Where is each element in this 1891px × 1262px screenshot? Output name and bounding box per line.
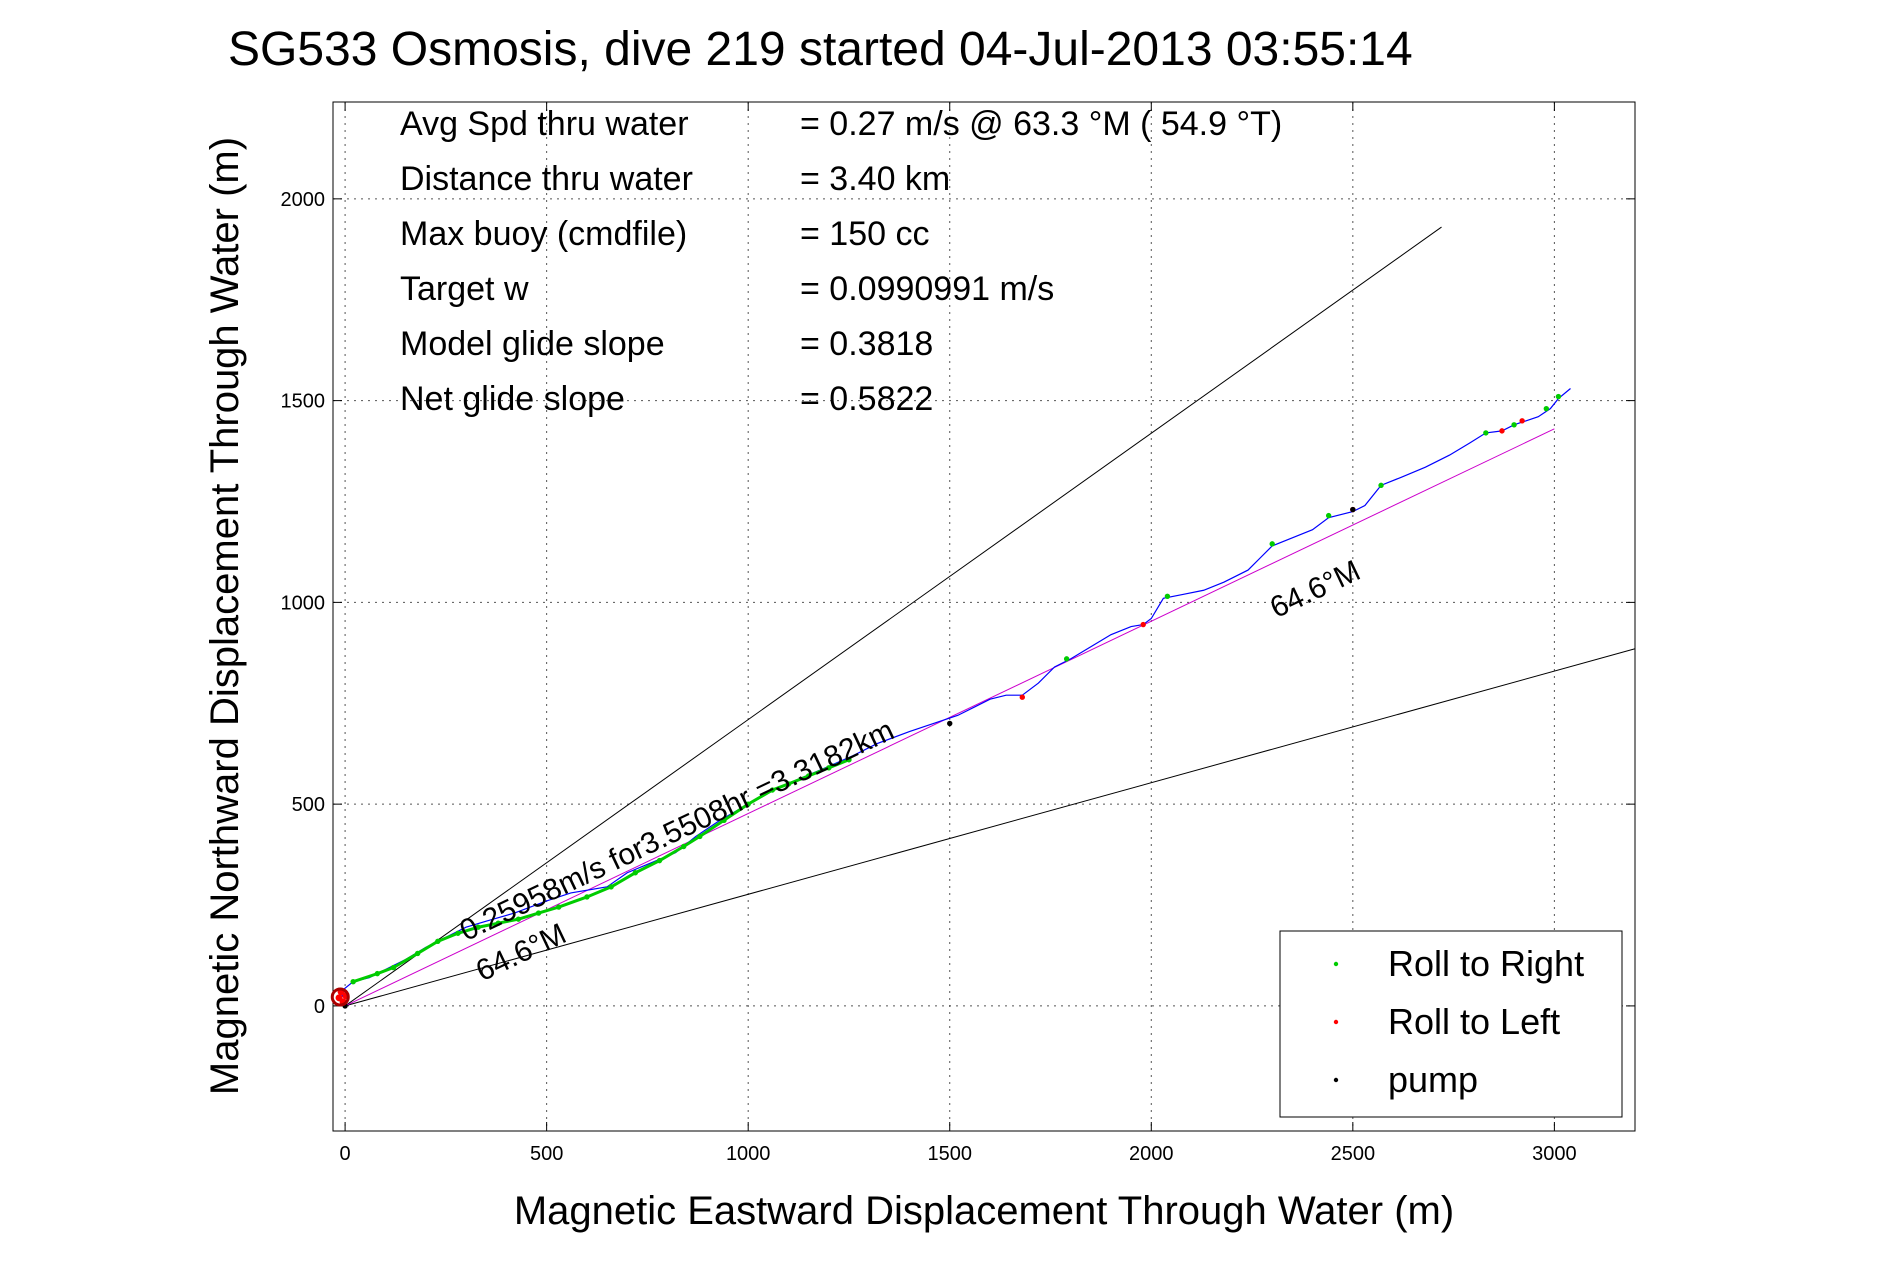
y-tick-label: 1000	[281, 592, 326, 614]
point-roll-to-left	[1140, 621, 1146, 628]
point-roll-to-right	[785, 781, 792, 787]
stat-label: Avg Spd thru water	[400, 105, 689, 143]
point-roll-to-right	[721, 817, 727, 823]
x-tick-label: 1000	[726, 1143, 771, 1165]
stat-label: Distance thru water	[400, 160, 693, 198]
point-roll-to-right	[805, 773, 812, 779]
reference-line-lower	[344, 648, 1636, 1007]
point-roll-to-left	[335, 994, 343, 1002]
point-roll-to-right	[1543, 405, 1550, 412]
point-roll-to-right	[608, 884, 614, 890]
point-pump	[947, 720, 953, 727]
point-roll-to-left	[1019, 694, 1025, 700]
y-axis-ticks: 0 500 1000 1500 2000	[281, 189, 1635, 1018]
point-roll-to-right	[414, 950, 421, 957]
x-tick-label: 500	[530, 1143, 563, 1165]
point-roll-to-right	[556, 904, 562, 910]
point-roll-to-left	[1499, 428, 1505, 434]
stat-label: Model glide slope	[400, 325, 665, 363]
stat-label: Net glide slope	[400, 380, 625, 418]
point-roll-to-right	[535, 910, 542, 916]
point-roll-to-right	[1511, 422, 1517, 428]
roll-right-track	[352, 758, 850, 984]
point-roll-to-right	[1555, 393, 1562, 400]
point-roll-to-right	[390, 964, 397, 971]
stat-value: = 0.3818	[800, 325, 933, 363]
x-axis-label: Magnetic Eastward Displacement Through W…	[514, 1189, 1454, 1233]
stat-value: = 150 cc	[800, 215, 929, 253]
point-roll-to-right	[1269, 541, 1275, 547]
y-tick-label: 2000	[281, 189, 326, 211]
point-roll-to-right	[350, 978, 356, 985]
point-roll-to-right	[656, 857, 663, 864]
point-roll-to-right	[1483, 430, 1489, 436]
x-tick-label: 2000	[1129, 1143, 1174, 1165]
point-roll-to-right	[1325, 512, 1332, 519]
stats-block: Avg Spd thru water = 0.27 m/s @ 63.3 °M (…	[400, 105, 1282, 418]
point-roll-to-right	[745, 801, 751, 807]
point-roll-to-right	[584, 894, 590, 900]
legend-marker	[1333, 961, 1339, 967]
point-roll-to-right	[455, 930, 461, 936]
stat-label: Target w	[400, 270, 529, 308]
point-roll-to-right	[632, 870, 639, 876]
point-roll-to-right	[769, 787, 776, 793]
start-marker	[330, 987, 350, 1007]
chart-title: SG533 Osmosis, dive 219 started 04-Jul-2…	[228, 23, 1413, 76]
x-tick-label: 1500	[927, 1143, 972, 1165]
point-roll-to-right	[1063, 656, 1070, 662]
point-roll-to-right	[826, 765, 832, 771]
x-tick-label: 3000	[1532, 1143, 1577, 1165]
point-roll-to-left	[1519, 418, 1525, 424]
x-axis-ticks: 0 500 1000 1500 2000 2500 3000	[340, 102, 1577, 1165]
legend-label: Roll to Left	[1388, 1001, 1560, 1042]
y-tick-label: 500	[292, 794, 325, 816]
x-tick-label: 0	[340, 1143, 351, 1165]
y-axis-label: Magnetic Northward Displacement Through …	[203, 137, 247, 1095]
reference-line-upper	[344, 226, 1442, 1007]
point-roll-to-right	[680, 843, 687, 850]
legend-marker	[1333, 1077, 1339, 1083]
point-roll-to-right	[475, 924, 481, 930]
legend-label: Roll to Right	[1388, 943, 1584, 984]
track-line	[340, 388, 1571, 1002]
stat-value: = 3.40 km	[800, 160, 950, 198]
x-tick-label: 2500	[1331, 1143, 1376, 1165]
point-roll-to-right	[846, 757, 852, 763]
legend: Roll to Right Roll to Left pump	[1279, 930, 1623, 1118]
point-roll-to-right	[697, 833, 703, 840]
y-tick-label: 0	[314, 996, 325, 1018]
legend-marker	[1333, 1019, 1339, 1025]
stat-value: = 0.5822	[800, 380, 933, 418]
stat-label: Max buoy (cmdfile)	[400, 215, 687, 253]
legend-label: pump	[1388, 1059, 1478, 1100]
point-roll-to-right	[515, 916, 522, 922]
point-roll-to-right	[374, 970, 381, 977]
legend-box	[1279, 930, 1623, 1118]
stat-value: = 0.27 m/s @ 63.3 °M ( 54.9 °T)	[800, 105, 1282, 143]
point-roll-to-right	[435, 938, 441, 945]
series-layer	[330, 388, 1571, 1009]
point-roll-to-right	[1378, 482, 1384, 489]
point-pump	[1350, 506, 1356, 513]
y-tick-label: 1500	[281, 391, 326, 413]
point-roll-to-right	[495, 920, 501, 926]
point-roll-to-right	[1164, 593, 1171, 600]
stat-value: = 0.0990991 m/s	[800, 270, 1054, 308]
